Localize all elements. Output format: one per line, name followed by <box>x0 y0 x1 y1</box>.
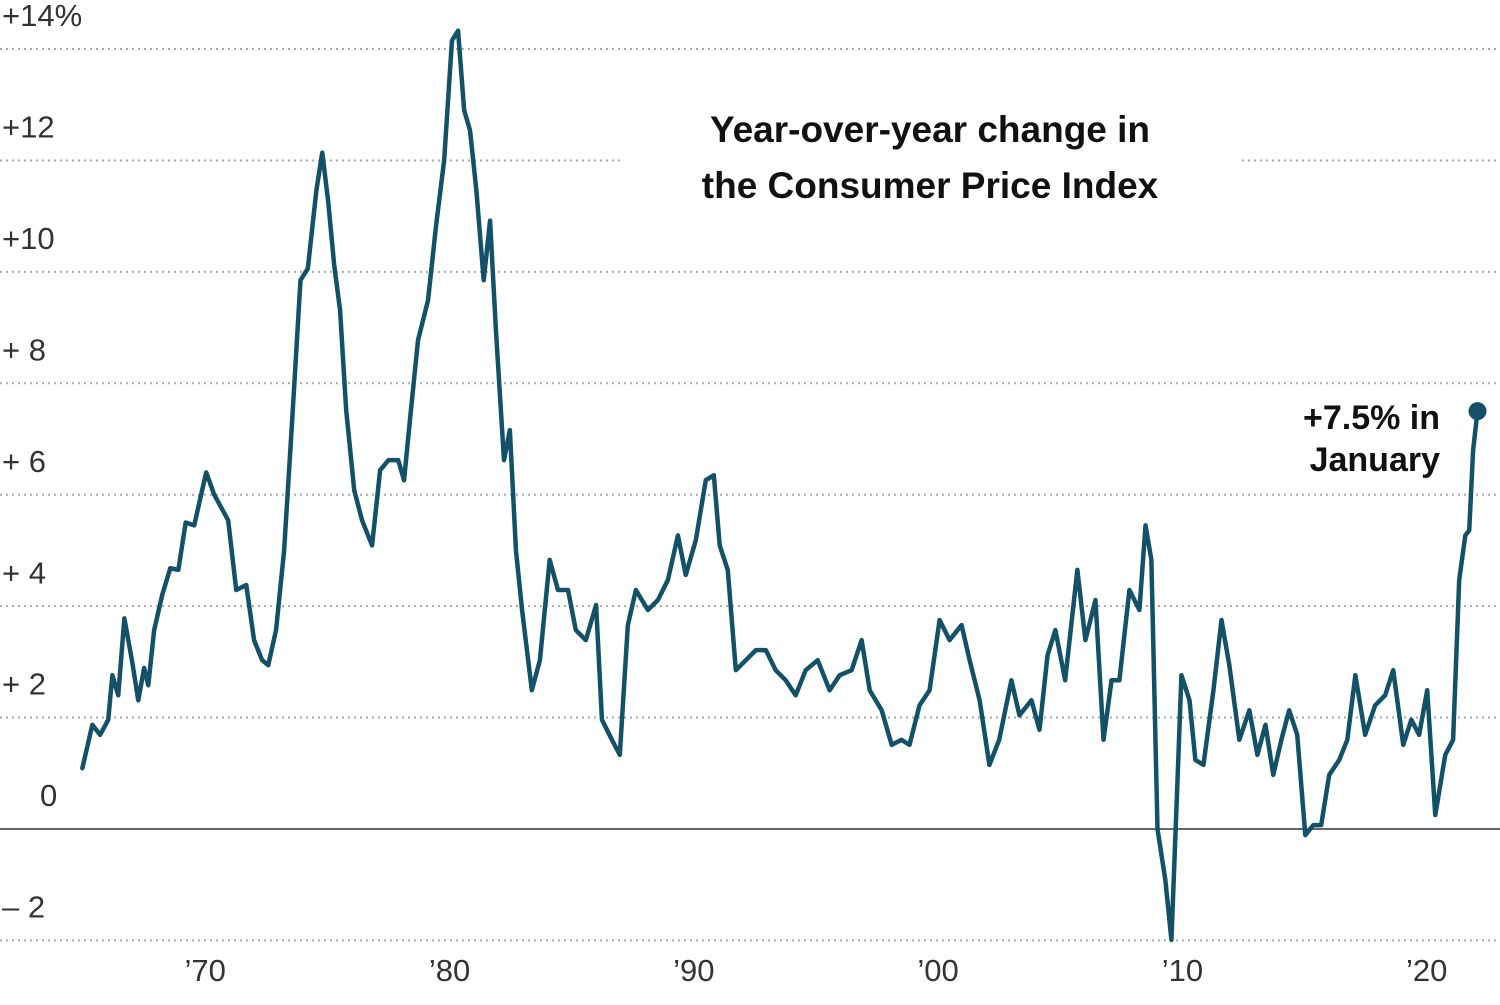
title-backdrop <box>622 140 1238 182</box>
y-tick-label: +10 <box>2 221 55 256</box>
y-tick-label: + 6 <box>2 444 46 479</box>
y-tick-label: +12 <box>2 110 55 145</box>
x-tick-label: ’10 <box>1162 953 1203 988</box>
plot <box>80 28 1487 943</box>
y-tick-label: – 2 <box>2 890 45 925</box>
x-tick-label: ’00 <box>917 953 958 988</box>
y-tick-label: + 2 <box>2 667 46 702</box>
y-tick-label: + 8 <box>2 332 46 367</box>
x-tick-label: ’90 <box>673 953 714 988</box>
annotation: January <box>1310 441 1440 479</box>
y-tick-label: 0 <box>40 778 57 813</box>
y-tick-label: + 4 <box>2 555 46 590</box>
x-tick-label: ’20 <box>1406 953 1447 988</box>
x-tick-label: ’80 <box>429 953 470 988</box>
y-tick-label: +14% <box>2 0 82 33</box>
end-point <box>1468 402 1487 421</box>
ticks: +14% +12 +10 + 8 + 6 + 4 + 2 0 – 2 ’70 ’80 ’90 ’00 ’1… <box>2 0 1447 988</box>
x-tick-label: ’70 <box>185 953 226 988</box>
chart-title: the Consumer Price Index <box>702 165 1159 206</box>
chart-title: Year-over-year change in <box>710 109 1150 150</box>
annotation: +7.5% in <box>1303 399 1440 437</box>
cpi-line <box>80 28 1480 943</box>
